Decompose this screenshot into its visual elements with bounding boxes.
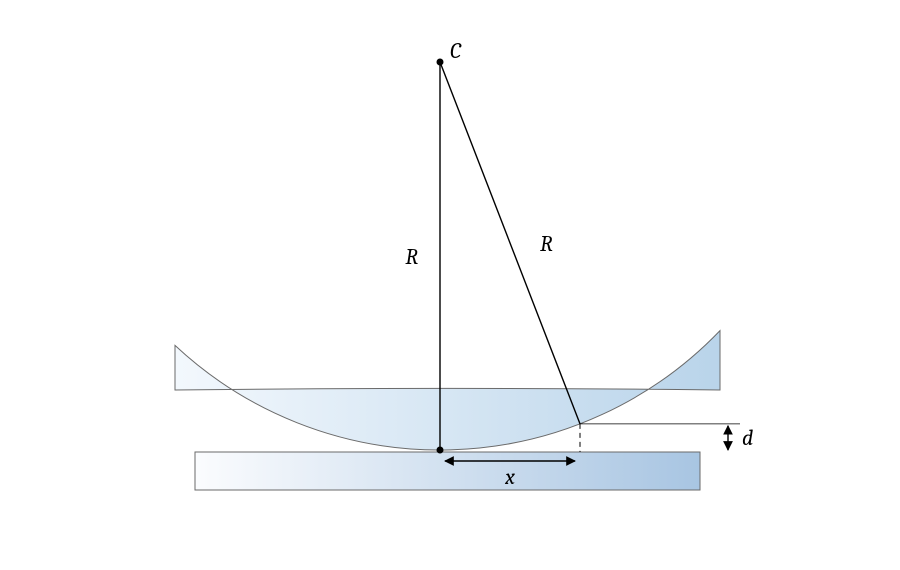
- radius-line-slanted: [440, 62, 580, 424]
- convex-lens: [175, 331, 720, 450]
- flat-plate: [195, 452, 700, 490]
- label-x: x: [504, 464, 515, 490]
- center-point: [437, 59, 444, 66]
- contact-point: [437, 447, 444, 454]
- label-r-right: R: [540, 231, 553, 257]
- label-d: d: [742, 425, 753, 451]
- label-c: C: [450, 38, 462, 64]
- label-r-left: R: [405, 244, 418, 270]
